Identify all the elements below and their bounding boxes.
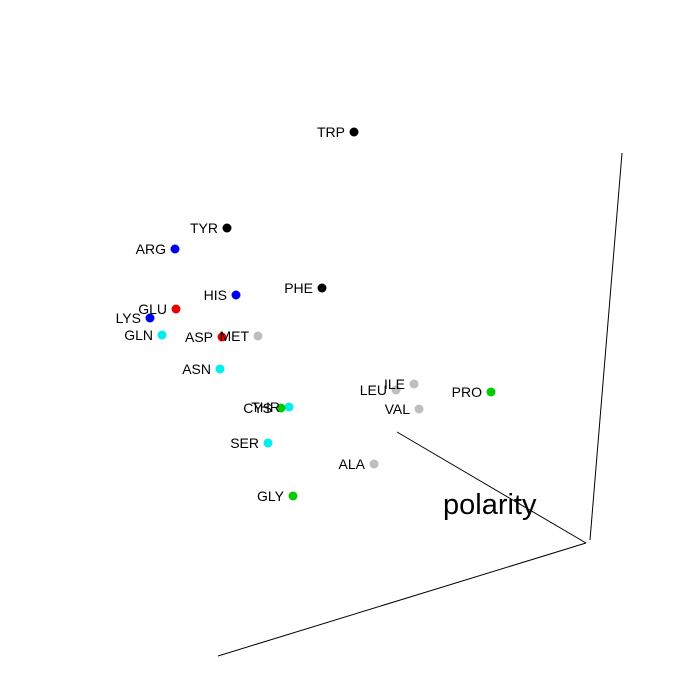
point-label-cys: CYS — [243, 400, 272, 416]
point-thr — [284, 402, 294, 412]
point-ser — [263, 438, 273, 448]
point-label-thr: THR — [251, 399, 280, 415]
point-label-his: HIS — [204, 287, 227, 303]
point-gly — [288, 491, 298, 501]
point-label-pro: PRO — [452, 384, 482, 400]
point-arg — [170, 244, 180, 254]
point-label-asp: ASP — [185, 329, 213, 345]
point-trp — [349, 127, 359, 137]
point-val — [414, 404, 424, 414]
points-layer — [145, 127, 496, 501]
point-label-val: VAL — [385, 401, 411, 417]
point-label-trp: TRP — [317, 124, 345, 140]
axes: polarity — [217, 152, 623, 657]
point-label-tyr: TYR — [190, 220, 218, 236]
point-label-lys: LYS — [116, 310, 141, 326]
point-label-asn: ASN — [182, 361, 211, 377]
point-met — [253, 331, 263, 341]
point-glu — [171, 304, 181, 314]
point-label-ala: ALA — [339, 456, 366, 472]
axis-line-polarity — [396, 431, 587, 544]
point-phe — [317, 283, 327, 293]
point-label-glu: GLU — [138, 301, 167, 317]
point-leu — [391, 385, 401, 395]
point-tyr — [222, 223, 232, 233]
point-his — [231, 290, 241, 300]
point-cys — [276, 403, 286, 413]
point-ile — [409, 379, 419, 389]
point-ala — [369, 459, 379, 469]
axis-line-front — [217, 542, 587, 657]
axis-line-vertical — [589, 152, 623, 541]
point-pro — [486, 387, 496, 397]
point-label-gln: GLN — [124, 327, 153, 343]
point-label-gly: GLY — [257, 488, 285, 504]
point-asp — [217, 332, 227, 342]
point-label-met: MET — [219, 328, 249, 344]
point-gln — [157, 330, 167, 340]
point-lys — [145, 313, 155, 323]
point-label-ser: SER — [230, 435, 259, 451]
axis-title-polarity: polarity — [443, 489, 537, 521]
point-label-phe: PHE — [284, 280, 313, 296]
point-label-leu: LEU — [360, 382, 387, 398]
point-label-arg: ARG — [136, 241, 166, 257]
point-label-ile: ILE — [384, 376, 405, 392]
point-asn — [215, 364, 225, 374]
